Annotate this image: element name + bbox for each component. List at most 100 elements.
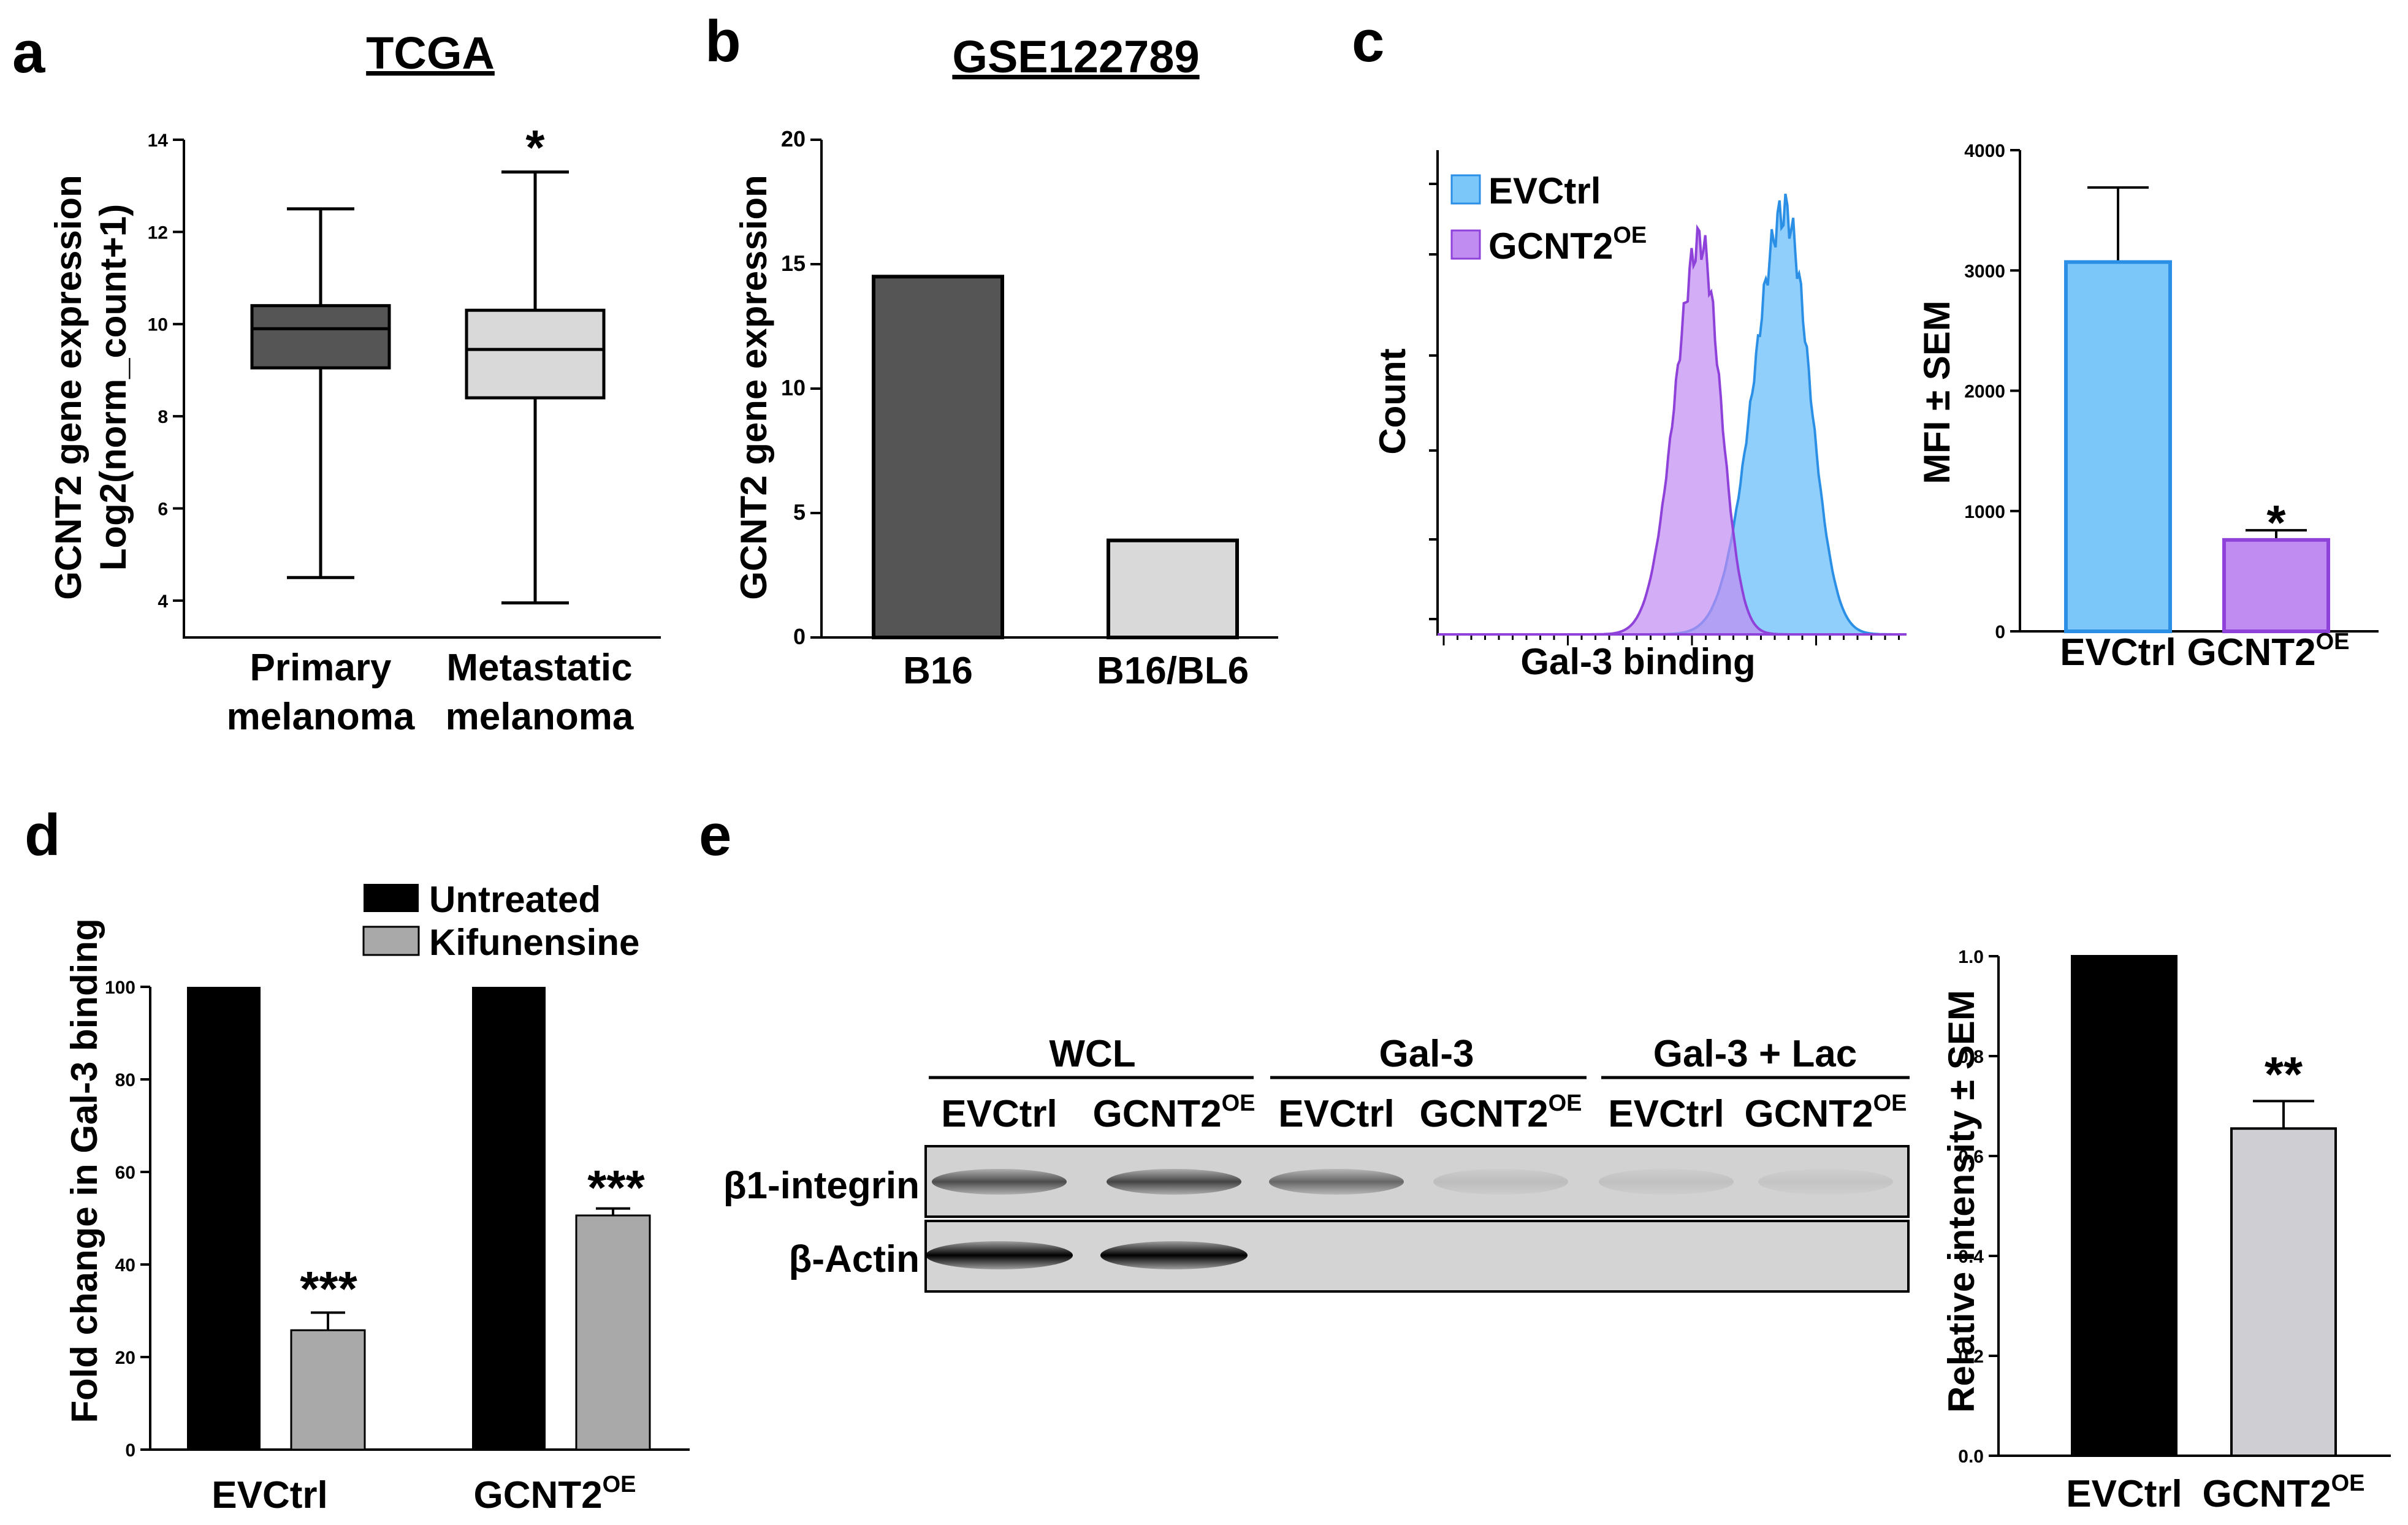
blot-lane-4: GCNT2OE	[1419, 1090, 1582, 1135]
bar-d-kifunensine-0	[290, 1329, 366, 1451]
chart-d-group-1: GCNT2OE	[473, 1472, 636, 1516]
chart-d-bars	[187, 987, 651, 1451]
chart-a-boxes	[250, 170, 606, 605]
blot-lane-2: GCNT2OE	[1092, 1090, 1255, 1135]
chart-e-ylabel: Relative intensity ± SEM	[1941, 990, 1982, 1413]
chart-b-title: GSE122789	[952, 31, 1199, 82]
legend-label-gcnt2: GCNT2OE	[1488, 222, 1647, 267]
bar-b-1	[1107, 538, 1239, 639]
blot-strip-integrin	[924, 1145, 1910, 1218]
b-ticks-label-3: 15	[781, 251, 806, 276]
legend-label-untreated: Untreated	[429, 879, 601, 920]
chart-e-significance: **	[2265, 1047, 2303, 1101]
chart-a-title: TCGA	[366, 28, 495, 78]
blot-group-gal3-lac: Gal-3 + Lac	[1653, 1033, 1857, 1075]
bar-d-untreated-0	[187, 987, 261, 1450]
chart-d-ylabel: Fold change in Gal-3 binding	[64, 918, 105, 1423]
chart-c2-cat-1: GCNT2OE	[2187, 629, 2349, 674]
box-1-iqr	[465, 308, 606, 400]
blot-band-row1-lane2	[1100, 1241, 1248, 1269]
chart-e-cat-1: GCNT2OE	[2202, 1470, 2364, 1515]
c2-ticks-label-2: 2000	[1964, 382, 2005, 402]
blot-band-row0-lane6	[1758, 1169, 1893, 1195]
b-ticks-label-2: 10	[781, 375, 806, 400]
histogram-curve-1	[1438, 224, 1907, 636]
legend-label-kifunensine: Kifunensine	[429, 922, 639, 963]
panel-label-e: e	[699, 802, 731, 868]
b-ticks-label-4: 20	[781, 126, 806, 151]
legend-label-evctrl: EVCtrl	[1488, 170, 1601, 211]
c2-ticks-label-4: 4000	[1964, 141, 2005, 161]
chart-c2-bars	[2064, 186, 2330, 633]
a-ticks-label-5: 14	[148, 131, 169, 151]
panel-e-bars: Relative intensity ± SEM 0.0 0.2 0.4 0.6 0.8…	[1941, 947, 2391, 1515]
blot-group-wcl: WCL	[1049, 1033, 1135, 1075]
legend-swatch-evctrl	[1450, 174, 1481, 205]
d-ticks-label-1: 20	[115, 1348, 135, 1368]
a-ticks-label-1: 6	[158, 499, 168, 519]
a-ticks-label-2: 8	[158, 407, 168, 427]
e-ticks-label-0: 0.0	[1958, 1447, 1984, 1467]
bar-b-0	[872, 275, 1004, 639]
chart-b-cat-0: B16	[903, 650, 973, 692]
blot-group-gal3: Gal-3	[1379, 1033, 1474, 1075]
blot-band-row0-lane4	[1433, 1169, 1568, 1195]
chart-c2-ylabel: MFI ± SEM	[1916, 300, 1957, 484]
panel-c-bars: MFI ± SEM 0 1000 2000 3000 4000 EVCtrl GCNT2…	[1916, 141, 2379, 674]
blot-band-row0-lane2	[1107, 1169, 1241, 1195]
e-ticks-label-2: 0.4	[1958, 1247, 1984, 1267]
chart-c2-cat-0: EVCtrl	[2060, 631, 2176, 674]
a-axes-line	[183, 140, 661, 639]
a-ticks-label-4: 12	[148, 222, 168, 243]
blot-lane-6: GCNT2OE	[1744, 1090, 1907, 1135]
chart-b-ylabel: GCNT2 gene expression	[733, 175, 774, 600]
chart-e-yticks: 0.0 0.2 0.4 0.6 0.8 1.0	[1958, 947, 1998, 1467]
d-ticks-label-2: 40	[115, 1255, 135, 1276]
panel-c-histogram: Count Gal-3 binding EVCtrl GCNT2OE	[1372, 150, 1907, 682]
blot-lane-5: EVCtrl	[1608, 1093, 1724, 1135]
a-ticks-label-0: 4	[158, 591, 168, 612]
chart-c1-legend: EVCtrl GCNT2OE	[1450, 170, 1647, 267]
blot-row-label-actin: β-Actin	[789, 1238, 920, 1280]
c2-ticks-label-3: 3000	[1964, 261, 2005, 281]
panel-label-d: d	[25, 802, 61, 868]
chart-b-bars	[872, 275, 1239, 639]
chart-c2-yticks: 0 1000 2000 3000 4000	[1964, 141, 2020, 642]
panel-label-a: a	[12, 20, 45, 85]
blot-band-row0-lane3	[1269, 1169, 1404, 1195]
d-ticks-label-3: 60	[115, 1163, 135, 1183]
a-ticks-label-3: 10	[148, 315, 168, 335]
chart-a-ylabel: GCNT2 gene expression	[48, 175, 89, 600]
bar-e-0	[2071, 955, 2177, 1457]
chart-a-cat-1-line1: Metastatic	[446, 647, 632, 689]
chart-c1-curves	[1438, 193, 1907, 636]
blot-lane-3: EVCtrl	[1278, 1093, 1394, 1135]
c2-ticks-label-0: 0	[1995, 622, 2005, 642]
panel-label-c: c	[1352, 9, 1384, 74]
bar-c2-0	[2064, 260, 2172, 633]
chart-d-legend: Untreated Kifunensine	[362, 879, 639, 963]
b-ticks-label-0: 0	[793, 624, 806, 649]
chart-d-significance-1: ***	[587, 1160, 645, 1215]
box-0-iqr	[250, 304, 391, 370]
chart-d-yticks: 0 20 40 60 80 100	[105, 978, 150, 1461]
chart-a-significance: *	[525, 120, 545, 175]
blot-band-row0-lane1	[932, 1169, 1067, 1195]
chart-d-significance-0: ***	[300, 1261, 357, 1316]
blot-row-label-integrin: β1-integrin	[723, 1165, 920, 1207]
chart-c1-xlabel: Gal-3 binding	[1520, 641, 1755, 682]
blot-bands	[926, 1169, 1893, 1269]
e-ticks-label-1: 0.2	[1958, 1347, 1984, 1367]
e-ticks-label-5: 1.0	[1958, 947, 1984, 967]
panel-label-b: b	[705, 9, 741, 74]
panel-d: Fold change in Gal-3 binding 0 20 40 60 80 10…	[64, 879, 690, 1516]
bar-d-kifunensine-1	[575, 1214, 651, 1451]
blot-band-row1-lane1	[926, 1241, 1073, 1269]
bar-c2-1	[2222, 538, 2330, 633]
panel-a: TCGA GCNT2 gene expression Log2(norm_cou…	[48, 28, 661, 738]
chart-c1-ylabel: Count	[1372, 348, 1413, 454]
panel-b: GSE122789 GCNT2 gene expression 0 5 10 15 20…	[733, 31, 1278, 692]
chart-a-cat-0-line2: melanoma	[227, 696, 415, 738]
chart-a-cat-0-line1: Primary	[250, 647, 392, 689]
